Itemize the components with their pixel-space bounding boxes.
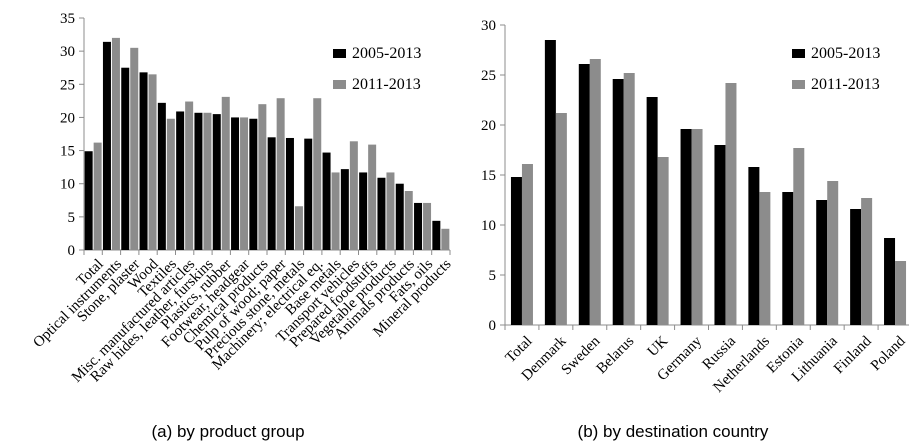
bar-a-2011-2013-animals-products — [404, 191, 413, 250]
legend-a-swatch-2005-2013 — [333, 49, 346, 58]
bar-b-2005-2013-russia — [714, 145, 726, 325]
bar-b-2011-2013-germany — [691, 129, 703, 325]
y-tick-label-b: 25 — [481, 68, 496, 84]
bar-a-2005-2013-misc-manufactured-articles — [176, 111, 185, 250]
bar-a-2005-2013-total — [84, 151, 93, 250]
bar-a-2005-2013-pulp-of-wood-paper — [267, 137, 276, 250]
bar-a-2005-2013-plastics-rubber — [212, 114, 221, 250]
legend-a-label-2005-2013: 2005-2013 — [352, 45, 421, 62]
bar-a-2011-2013-textiles — [166, 118, 175, 250]
legend-b-swatch-2005-2013 — [792, 49, 805, 58]
x-tick-label-b: Finland — [831, 333, 875, 377]
bar-b-2011-2013-sweden — [589, 59, 601, 325]
bar-a-2011-2013-chemical-products — [258, 104, 267, 251]
bar-a-2005-2013-animals-products — [395, 183, 404, 250]
y-tick-label-b: 10 — [481, 218, 496, 234]
bar-a-2005-2013-base-metals — [322, 152, 331, 250]
y-tick-label-b: 20 — [481, 118, 496, 134]
y-tick-label-b: 30 — [481, 18, 496, 34]
bar-a-2005-2013-textiles — [157, 102, 166, 251]
bar-a-2011-2013-total — [93, 142, 102, 250]
bar-a-2005-2013-optical-instruments — [102, 41, 111, 251]
bar-a-2005-2013-chemical-products — [249, 118, 258, 250]
bar-b-2005-2013-sweden — [578, 64, 590, 325]
bar-b-2011-2013-netherlands — [759, 192, 771, 325]
bar-a-2011-2013-fats-oils — [423, 202, 432, 250]
bar-b-2005-2013-total — [510, 177, 522, 325]
legend-b-label-2005-2013: 2005-2013 — [811, 45, 880, 62]
bar-a-2011-2013-prepared-foodstuffs — [368, 144, 377, 250]
bar-a-2005-2013-fats-oils — [414, 202, 423, 250]
legend-a: 2005-2013 2011-2013 — [333, 45, 421, 93]
bar-a-2011-2013-vegetable-products — [386, 172, 395, 250]
bar-b-2005-2013-denmark — [544, 40, 556, 325]
bar-b-2011-2013-lithuania — [827, 181, 839, 325]
bar-b-2005-2013-finland — [850, 209, 862, 325]
y-tick-label-a: 15 — [60, 144, 75, 160]
bar-b-2011-2013-estonia — [793, 148, 805, 325]
bar-a-2005-2013-prepared-foodstuffs — [359, 172, 368, 250]
bar-a-2005-2013-footwear-headgear — [231, 117, 240, 250]
bar-b-2005-2013-germany — [680, 129, 692, 325]
bar-b-2011-2013-russia — [725, 83, 737, 325]
bar-a-2011-2013-machinery-electrical-eq- — [313, 98, 322, 250]
bar-a-2011-2013-pulp-of-wood-paper — [276, 98, 285, 250]
bar-a-2005-2013-mineral-products — [432, 220, 441, 250]
bar-a-2005-2013-wood — [139, 72, 148, 251]
bar-a-2011-2013-precious-stone-metals — [294, 206, 303, 250]
bar-b-2005-2013-poland — [884, 238, 896, 325]
bar-a-2005-2013-transport-vehicles — [340, 169, 349, 250]
x-tick-label-b: Sweden — [559, 333, 604, 378]
bar-b-2005-2013-estonia — [782, 192, 794, 325]
x-tick-label-b: Belarus — [594, 333, 638, 377]
bar-a-2005-2013-vegetable-products — [377, 177, 386, 250]
bar-a-2005-2013-machinery-electrical-eq- — [304, 138, 313, 250]
bar-a-2011-2013-raw-hides-leather-furskins — [203, 112, 212, 250]
caption-b: (b) by destination country — [578, 422, 769, 441]
bar-b-2011-2013-denmark — [555, 113, 567, 325]
bar-a-2011-2013-base-metals — [331, 172, 340, 250]
bar-b-2011-2013-total — [521, 164, 533, 325]
x-tick-label-b: Poland — [868, 333, 909, 374]
bar-b-2011-2013-finland — [861, 198, 873, 325]
y-tick-label-a: 0 — [68, 243, 76, 259]
bar-b-2005-2013-lithuania — [816, 200, 828, 325]
y-tick-label-a: 10 — [60, 177, 75, 193]
bar-b-2005-2013-uk — [646, 97, 658, 325]
bar-a-2011-2013-stone-plaster — [130, 47, 139, 251]
bar-a-2005-2013-stone-plaster — [121, 67, 130, 250]
legend-a-label-2011-2013: 2011-2013 — [352, 76, 421, 93]
x-tick-label-b: UK — [645, 333, 672, 360]
bar-a-2011-2013-misc-manufactured-articles — [185, 101, 194, 251]
bar-a-2011-2013-optical-instruments — [111, 37, 120, 251]
bar-a-2011-2013-wood — [148, 74, 157, 250]
bar-a-2011-2013-footwear-headgear — [240, 117, 249, 250]
caption-a: (a) by product group — [151, 422, 304, 441]
y-tick-label-b: 5 — [489, 268, 497, 284]
y-tick-label-a: 20 — [60, 110, 75, 126]
legend-b-swatch-2011-2013 — [792, 80, 805, 89]
bar-b-2011-2013-poland — [895, 261, 907, 325]
legend-a-swatch-2011-2013 — [333, 80, 346, 89]
legend-b-label-2011-2013: 2011-2013 — [811, 76, 880, 93]
bar-b-2005-2013-belarus — [612, 79, 624, 325]
bar-b-2005-2013-netherlands — [748, 167, 760, 325]
y-tick-label-b: 0 — [489, 318, 497, 334]
bar-b-2011-2013-belarus — [623, 73, 635, 325]
y-tick-label-b: 15 — [481, 168, 496, 184]
bar-a-2005-2013-precious-stone-metals — [285, 137, 294, 250]
bar-b-2011-2013-uk — [657, 157, 669, 325]
y-tick-label-a: 5 — [68, 210, 76, 226]
bar-a-2011-2013-mineral-products — [441, 228, 450, 250]
y-tick-label-a: 30 — [60, 44, 75, 60]
y-tick-label-a: 35 — [60, 11, 75, 27]
bar-a-2005-2013-raw-hides-leather-furskins — [194, 112, 203, 250]
bar-a-2011-2013-plastics-rubber — [221, 96, 230, 250]
bar-a-2011-2013-transport-vehicles — [349, 141, 358, 250]
y-tick-label-a: 25 — [60, 77, 75, 93]
legend-b: 2005-2013 2011-2013 — [792, 45, 880, 93]
